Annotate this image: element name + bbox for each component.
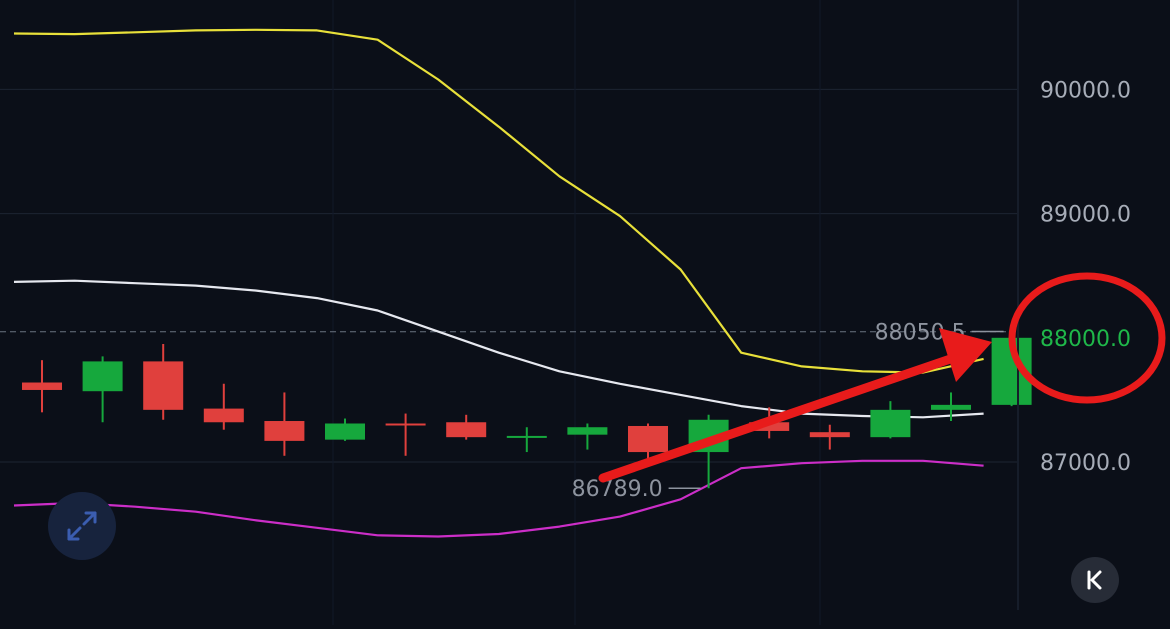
candle-body (870, 409, 911, 438)
expand-button[interactable] (48, 492, 116, 560)
candle (264, 392, 305, 456)
candle (22, 360, 62, 413)
low-price-label: 86789.0 (572, 477, 663, 502)
candle-body (628, 425, 668, 453)
candle-body (264, 421, 305, 441)
y-tick-label: 87000.0 (1040, 451, 1131, 476)
candle (931, 392, 971, 422)
expand-icon (67, 511, 97, 541)
candle-body (567, 427, 608, 435)
candle (567, 423, 608, 450)
candle-body (931, 404, 971, 410)
candle-body (506, 435, 547, 438)
skip-to-end-icon (1087, 570, 1102, 590)
indicator-series-line (13, 459, 984, 538)
candle (143, 344, 184, 420)
indicator-lines (13, 28, 984, 538)
candles (22, 331, 1032, 489)
candle (809, 424, 850, 450)
indicator-series-line (13, 28, 984, 374)
candle (870, 401, 911, 439)
candle (446, 414, 487, 440)
indicator-series-line (13, 279, 984, 419)
candle-body (385, 423, 426, 426)
candle-body (809, 432, 850, 438)
annotation-arrow-head (939, 328, 992, 382)
candle-body (143, 361, 184, 410)
candle-body (22, 382, 62, 390)
candle-body (203, 408, 244, 423)
grid (0, 0, 1018, 625)
annotation-circle (1008, 272, 1166, 404)
candle-body (325, 423, 365, 440)
y-tick-label: 90000.0 (1040, 78, 1131, 103)
candle (203, 383, 244, 430)
y-tick-label: 89000.0 (1040, 203, 1131, 228)
candle (82, 356, 123, 423)
candle (628, 423, 668, 464)
annotation-arrow-shaft (598, 350, 967, 483)
candle (325, 418, 365, 441)
current-price-axis-label: 88000.0 (1040, 327, 1131, 352)
scroll-to-latest-button[interactable] (1071, 557, 1119, 603)
y-axis: 90000.0 89000.0 88000.0 87000.0 (1017, 0, 1131, 610)
candle-body (446, 422, 487, 438)
highlight-overlays (598, 272, 1166, 483)
candle (506, 427, 547, 453)
candle-body (82, 361, 123, 392)
candle (385, 413, 426, 456)
candle-body (749, 422, 790, 431)
